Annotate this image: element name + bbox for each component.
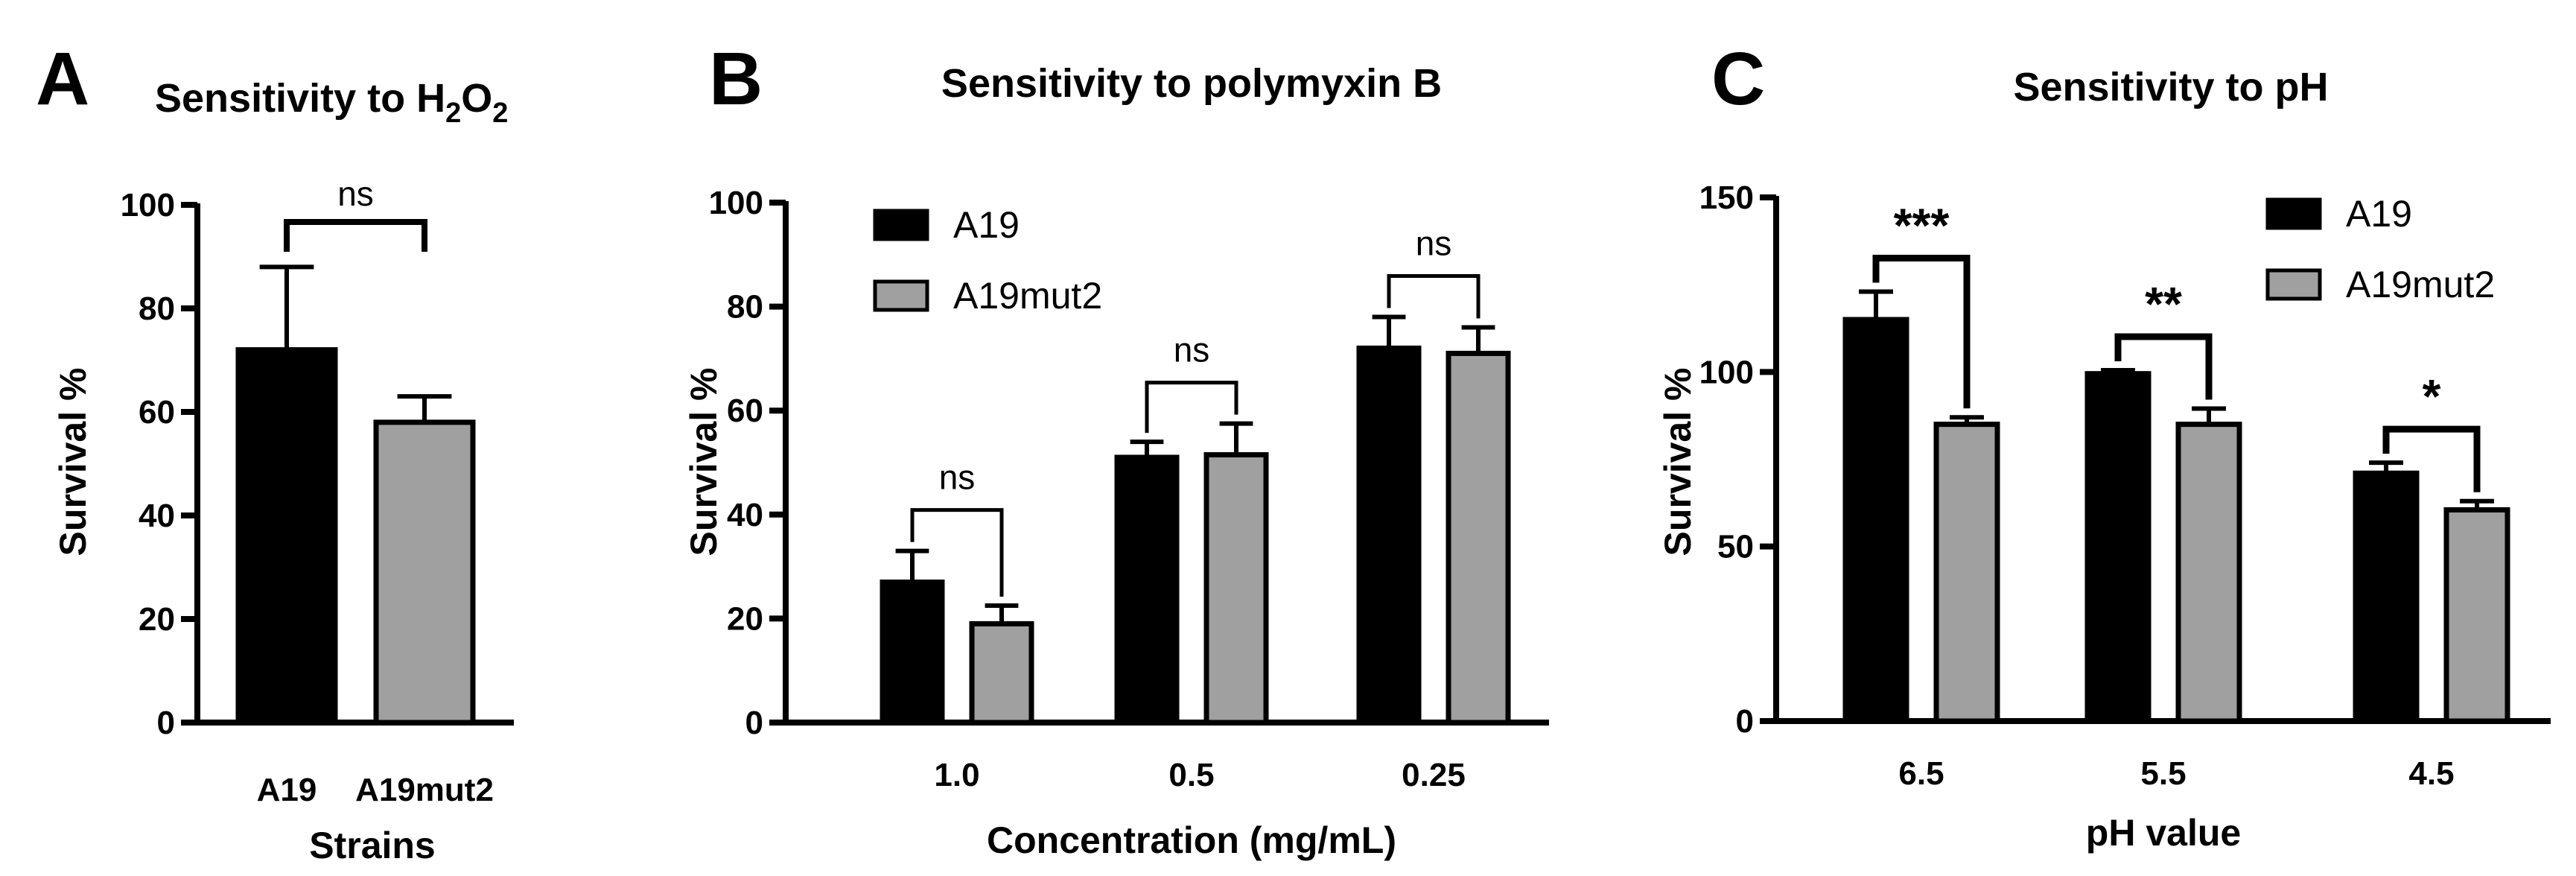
- panel-c-y-tick-label: 150: [1699, 180, 1754, 216]
- panel-b-y-tick-label: 80: [727, 289, 763, 326]
- panel-c-legend-label: A19: [2346, 193, 2412, 235]
- panel-c-x-tick-label: 6.5: [1898, 755, 1944, 792]
- panel-c-sig-label: *: [2423, 369, 2441, 423]
- panel-b-y-tick-label: 60: [727, 393, 763, 429]
- panel-a-sig-label: ns: [337, 174, 374, 213]
- panel-b-title: Sensitivity to polymyxin B: [941, 61, 1442, 106]
- panel-a-y-tick-label: 60: [139, 394, 175, 431]
- panel-a-x-tick-label: A19: [257, 772, 317, 808]
- panel-a-axes: 0 20 40 60 80 100: [121, 187, 514, 741]
- panel-c-legend-swatch: [2265, 268, 2322, 301]
- panel-b-sig-bracket: [1387, 274, 1481, 319]
- panel-a-sig-bracket: [284, 219, 427, 252]
- panel-b-bar: [880, 580, 945, 726]
- panel-a-y-tick-label: 40: [139, 498, 175, 534]
- panel-c-sig-label: **: [2145, 277, 2182, 331]
- panel-b-sig-bracket: [1145, 381, 1238, 434]
- panel-b-bar: [1356, 345, 1422, 726]
- panel-c-bar: [2084, 371, 2152, 724]
- panel-c-y-tick-label: 0: [1736, 703, 1754, 740]
- panel-b-legend-swatch: [873, 209, 929, 241]
- panel-a-x-tick-label: A19mut2: [355, 772, 494, 808]
- panel-b: B Sensitivity to polymyxin B 0 20 40 60 80 10…: [683, 37, 1549, 861]
- panel-c-bar: [2353, 470, 2420, 724]
- panel-c-bar: [2175, 422, 2242, 724]
- panel-b-x-tick-label: 0.5: [1168, 757, 1214, 793]
- panel-c-y-tick-label: 100: [1699, 354, 1754, 390]
- panel-b-bar: [1203, 452, 1269, 726]
- panel-a-title: Sensitivity to H2O2: [155, 76, 508, 129]
- panel-b-ylabel: Survival %: [683, 368, 725, 556]
- panel-c-x-tick-label: 5.5: [2140, 755, 2186, 792]
- panel-b-x-tick-label: 0.25: [1402, 757, 1466, 793]
- panel-b-sig-bracket: [910, 508, 1004, 597]
- panel-a-y-tick-label: 0: [157, 705, 175, 741]
- panel-a-bar: [373, 419, 476, 726]
- panel-a-y-tick-label: 100: [121, 187, 175, 223]
- panel-b-bar: [1446, 350, 1511, 726]
- panel-c-legend-swatch: [2265, 197, 2322, 230]
- panel-a-y-tick-label: 80: [139, 291, 175, 327]
- panel-b-legend-swatch: [873, 279, 929, 312]
- panel-c-legend-label: A19mut2: [2346, 264, 2495, 305]
- panel-a-ylabel: Survival %: [52, 368, 94, 556]
- panel-b-bar: [1114, 454, 1180, 726]
- panel-b-y-tick-label: 20: [727, 600, 763, 637]
- panel-c-sig-bracket: [1872, 255, 1971, 409]
- panel-c-ylabel: Survival %: [1657, 368, 1699, 556]
- panel-c-marks: 6.5 *** 5.5 ** 4.5 *: [1842, 199, 2510, 792]
- panel-b-marks: 1.0 ns 0.5 ns 0.25 ns: [880, 224, 1511, 793]
- panel-b-x-tick-label: 1.0: [934, 757, 979, 793]
- panel-b-bar: [969, 620, 1034, 726]
- panel-b-sig-label: ns: [1174, 331, 1210, 369]
- panel-c-sig-bracket: [2382, 425, 2481, 492]
- panel-a-marks: A19 A19mut2 ns: [235, 174, 494, 808]
- panel-c-xlabel: pH value: [2086, 812, 2241, 854]
- panel-a-xlabel: Strains: [309, 825, 436, 866]
- panel-a-bar: [235, 347, 338, 726]
- panel-c-title: Sensitivity to pH: [2013, 65, 2328, 110]
- panel-b-xlabel: Concentration (mg/mL): [987, 819, 1396, 861]
- panel-b-legend: A19 A19mut2: [873, 204, 1102, 317]
- panel-letter-c: C: [1711, 37, 1765, 121]
- panel-b-legend-label: A19: [953, 204, 1020, 246]
- panel-b-y-tick-label: 40: [727, 497, 763, 533]
- panel-c-bar: [1933, 422, 2000, 724]
- panel-c-legend: A19 A19mut2: [2265, 193, 2495, 305]
- panel-letter-a: A: [36, 37, 89, 121]
- panel-c-y-tick-label: 50: [1717, 529, 1754, 565]
- panel-b-legend-label: A19mut2: [953, 275, 1102, 317]
- panel-b-y-tick-label: 100: [709, 185, 763, 221]
- panel-c-sig-bracket: [2114, 333, 2213, 400]
- panel-b-sig-label: ns: [1416, 224, 1452, 263]
- panel-a-y-tick-label: 20: [139, 601, 175, 638]
- panel-c-x-tick-label: 4.5: [2408, 755, 2454, 792]
- panel-c-bar: [2443, 507, 2510, 724]
- panel-b-sig-label: ns: [939, 458, 976, 497]
- panel-c-sig-label: ***: [1894, 199, 1950, 253]
- panel-letter-b: B: [709, 37, 763, 121]
- panel-b-y-tick-label: 0: [745, 705, 763, 741]
- panel-c-bar: [1842, 317, 1909, 724]
